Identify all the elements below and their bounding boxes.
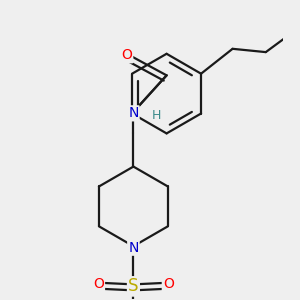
Text: O: O	[163, 277, 174, 291]
Text: O: O	[93, 277, 104, 291]
Text: N: N	[128, 241, 139, 255]
Text: S: S	[128, 278, 139, 296]
Text: O: O	[121, 48, 132, 62]
Text: H: H	[152, 109, 161, 122]
Text: N: N	[128, 106, 139, 120]
